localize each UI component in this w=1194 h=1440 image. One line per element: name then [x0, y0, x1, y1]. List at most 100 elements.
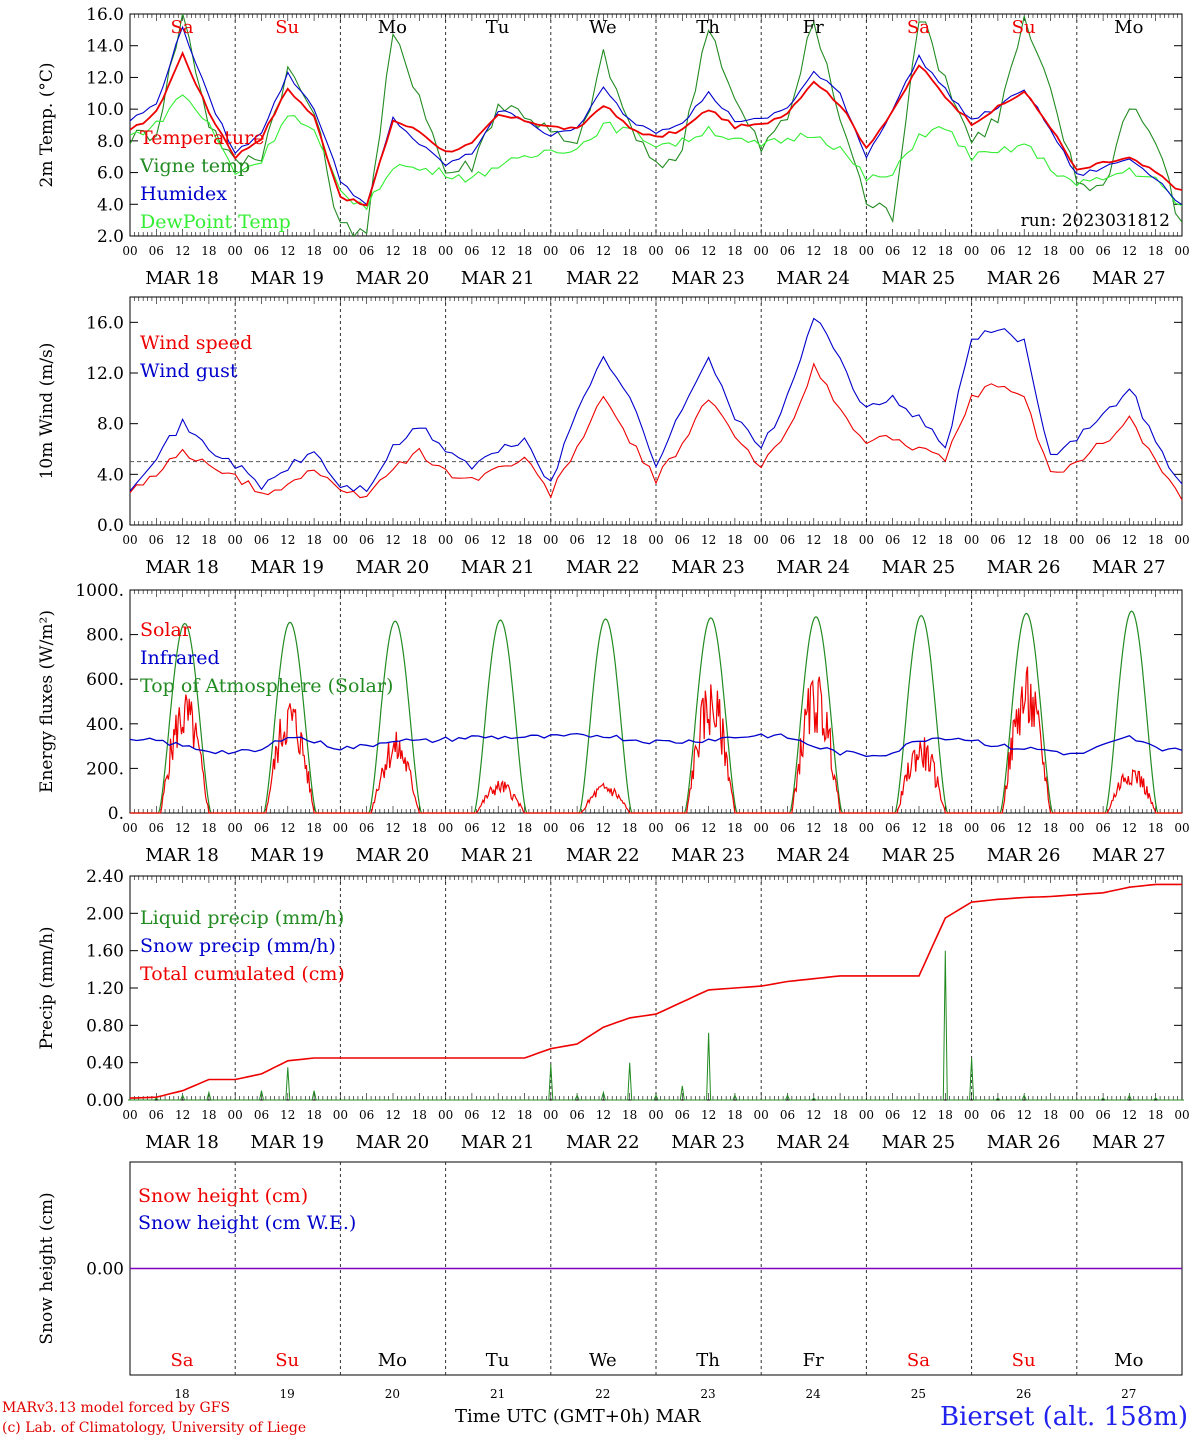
- hour-label: 00: [333, 821, 348, 835]
- hour-label: 12: [911, 244, 926, 258]
- hour-label: 12: [596, 821, 611, 835]
- day-number: 25: [911, 1387, 926, 1401]
- date-label: MAR 22: [566, 557, 640, 578]
- hour-label: 00: [648, 244, 663, 258]
- hour-label: 06: [885, 821, 900, 835]
- date-label: MAR 25: [882, 845, 956, 866]
- hour-label: 18: [832, 533, 847, 547]
- day-name: Sa: [907, 17, 930, 38]
- date-label: MAR 27: [1092, 268, 1166, 289]
- y-axis-label: Precip (mm/h): [37, 926, 57, 1049]
- date-label: MAR 19: [250, 268, 324, 289]
- hour-label: 18: [832, 821, 847, 835]
- y-tick-label: 10.0: [86, 100, 124, 120]
- date-label: MAR 24: [776, 268, 850, 289]
- hour-label: 00: [754, 533, 769, 547]
- hour-label: 18: [517, 533, 532, 547]
- hour-label: 06: [1095, 533, 1110, 547]
- day-name: Mo: [378, 1350, 407, 1371]
- hour-label: 12: [491, 244, 506, 258]
- date-label: MAR 25: [882, 268, 956, 289]
- hour-label: 18: [1148, 821, 1163, 835]
- y-tick-label: 1.60: [86, 942, 124, 962]
- hour-label: 12: [701, 821, 716, 835]
- hour-label: 12: [1122, 533, 1137, 547]
- legend-entry: Snow precip (mm/h): [140, 935, 336, 957]
- date-label: MAR 23: [671, 845, 745, 866]
- hour-label: 00: [122, 244, 137, 258]
- hour-label: 06: [885, 244, 900, 258]
- hour-label: 06: [990, 1108, 1005, 1122]
- hour-label: 00: [859, 821, 874, 835]
- hour-label: 18: [1043, 821, 1058, 835]
- hour-label: 18: [1043, 533, 1058, 547]
- hour-label: 00: [333, 533, 348, 547]
- day-number: 22: [595, 1387, 610, 1401]
- hour-label: 18: [201, 821, 216, 835]
- hour-label: 18: [517, 244, 532, 258]
- credit-model: MARv3.13 model forced by GFS: [2, 1400, 231, 1416]
- hour-label: 00: [1069, 533, 1084, 547]
- hour-label: 12: [1017, 244, 1032, 258]
- hour-label: 12: [806, 533, 821, 547]
- hour-label: 00: [1174, 533, 1189, 547]
- hour-label: 06: [254, 533, 269, 547]
- day-number: 27: [1121, 1387, 1136, 1401]
- hour-label: 06: [675, 244, 690, 258]
- hour-label: 06: [464, 821, 479, 835]
- y-axis-label: Snow height (cm): [37, 1192, 57, 1344]
- hour-label: 18: [201, 533, 216, 547]
- hour-label: 18: [517, 821, 532, 835]
- date-label: MAR 22: [566, 268, 640, 289]
- day-name: Tu: [486, 17, 510, 38]
- hour-label: 06: [885, 533, 900, 547]
- day-name: Th: [696, 1350, 720, 1371]
- hour-label: 06: [254, 1108, 269, 1122]
- date-label: MAR 24: [776, 845, 850, 866]
- series-line: [130, 94, 1182, 211]
- hour-label: 18: [1043, 244, 1058, 258]
- hour-label: 18: [622, 1108, 637, 1122]
- hour-label: 12: [911, 1108, 926, 1122]
- date-label: MAR 26: [987, 845, 1061, 866]
- hour-label: 18: [938, 533, 953, 547]
- y-tick-label: 0.: [108, 804, 124, 824]
- day-number: 19: [280, 1387, 295, 1401]
- x-axis-label: Time UTC (GMT+0h): [455, 1406, 650, 1427]
- y-axis-label: 2m Temp. (°C): [37, 62, 57, 187]
- hour-label: 00: [543, 244, 558, 258]
- date-label: MAR 22: [566, 1132, 640, 1153]
- date-label: MAR 26: [987, 557, 1061, 578]
- date-label: MAR 18: [145, 1132, 219, 1153]
- day-name: Su: [275, 1350, 299, 1371]
- hour-label: 00: [543, 821, 558, 835]
- y-tick-label: 800.: [86, 626, 124, 646]
- hour-label: 00: [964, 821, 979, 835]
- y-tick-label: 0.80: [86, 1016, 124, 1036]
- legend-entry: Temperature: [140, 127, 264, 149]
- hour-label: 06: [780, 1108, 795, 1122]
- hour-label: 06: [780, 821, 795, 835]
- hour-label: 06: [675, 821, 690, 835]
- hour-label: 18: [938, 1108, 953, 1122]
- hour-label: 12: [911, 821, 926, 835]
- date-label: MAR 20: [356, 268, 430, 289]
- hour-label: 06: [1095, 821, 1110, 835]
- day-name: Tu: [486, 1350, 510, 1371]
- hour-label: 12: [1017, 533, 1032, 547]
- hour-label: 00: [438, 821, 453, 835]
- hour-label: 18: [622, 533, 637, 547]
- hour-label: 18: [306, 533, 321, 547]
- panel-frame: [129, 589, 1183, 814]
- hour-label: 18: [938, 244, 953, 258]
- date-label: MAR 21: [461, 268, 535, 289]
- hour-label: 12: [701, 244, 716, 258]
- hour-label: 18: [1148, 244, 1163, 258]
- hour-label: 06: [359, 821, 374, 835]
- day-number: 24: [806, 1387, 822, 1401]
- hour-label: 12: [175, 533, 190, 547]
- y-tick-label: 0.0: [97, 516, 124, 536]
- hour-label: 12: [491, 1108, 506, 1122]
- hour-label: 00: [964, 1108, 979, 1122]
